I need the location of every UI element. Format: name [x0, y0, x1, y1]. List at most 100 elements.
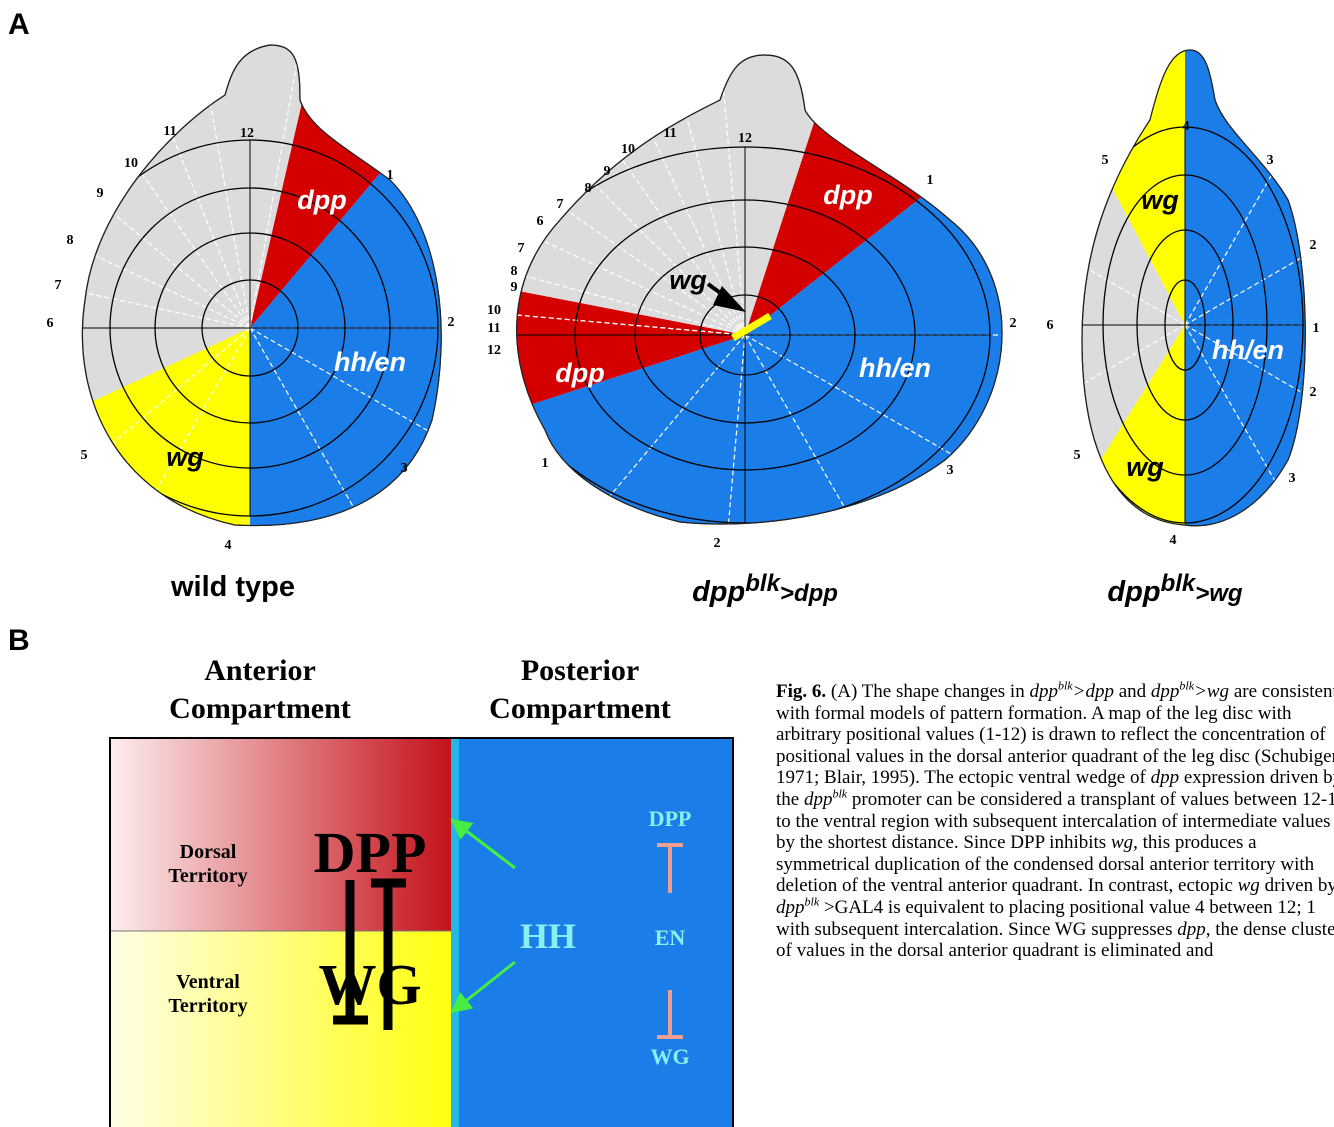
positional-value: 3 — [401, 461, 408, 476]
positional-value: 7 — [557, 197, 564, 212]
positional-value: 5 — [1102, 153, 1109, 168]
territory-label: Dorsal — [180, 841, 237, 863]
positional-value: 5 — [1074, 448, 1081, 463]
positional-value: 2 — [1310, 385, 1317, 400]
compartment-heading: Compartment — [169, 692, 351, 725]
positional-value: 1 — [542, 456, 549, 471]
ap-boundary — [451, 738, 459, 1127]
signal-hh: HH — [520, 916, 576, 956]
positional-value: 4 — [1170, 533, 1177, 548]
positional-value: 6 — [47, 316, 54, 331]
caption-segment: blk — [1058, 679, 1073, 693]
posterior-compartment — [459, 738, 733, 1127]
region-label: wg — [1126, 452, 1164, 482]
positional-value: 6 — [537, 214, 544, 229]
positional-value: 9 — [97, 186, 104, 201]
region-label: hh/en — [859, 353, 931, 383]
caption-rest: >wg — [1195, 580, 1243, 607]
positional-value: 6 — [1047, 318, 1054, 333]
disc-caption: wild type — [170, 571, 295, 603]
compartment-heading: Compartment — [489, 692, 671, 725]
region-label: hh/en — [1212, 335, 1284, 365]
caption-segment: blk — [832, 787, 847, 801]
panel-b: B Anterior Compartment Posterior Compartment… — [8, 624, 733, 1127]
positional-value: 8 — [585, 181, 592, 196]
territory-wedge — [973, 325, 1185, 725]
caption-base: dpp — [692, 576, 745, 608]
positional-value: 8 — [67, 233, 74, 248]
posterior-factor: WG — [650, 1044, 689, 1069]
positional-value: 3 — [1289, 471, 1296, 486]
positional-value: 11 — [487, 321, 500, 336]
caption-segment: wg — [1111, 832, 1133, 853]
caption-segment: dpp — [1151, 681, 1180, 702]
region-label: wg — [669, 265, 707, 295]
caption-segment: dpp — [1177, 919, 1206, 940]
caption-segment: dpp — [1029, 681, 1058, 702]
positional-value: 9 — [604, 164, 611, 179]
positional-value: 1 — [1313, 321, 1320, 336]
positional-value: 2 — [714, 536, 721, 551]
caption-segment: and — [1114, 681, 1151, 702]
positional-value: 1 — [927, 173, 934, 188]
caption-segment: (A) The shape changes in — [826, 681, 1029, 702]
region-label: hh/en — [334, 347, 406, 377]
positional-value: 4 — [225, 538, 232, 553]
positional-value: 12 — [240, 126, 254, 141]
caption-segment: Fig. 6. — [776, 681, 826, 702]
figure-caption: Fig. 6. (A) The shape changes in dppblk>… — [776, 681, 1334, 962]
caption-segment: >wg — [1194, 681, 1229, 702]
positional-value: 2 — [1310, 238, 1317, 253]
caption-segment: wg — [1238, 875, 1260, 896]
compartment-heading: Anterior — [204, 654, 316, 687]
caption-base: dpp — [1107, 576, 1160, 608]
caption-segment: blk — [1179, 679, 1194, 693]
caption-segment: >dpp — [1073, 681, 1114, 702]
posterior-factor: DPP — [649, 806, 692, 831]
positional-value: 3 — [1267, 153, 1274, 168]
caption-segment: dpp — [776, 897, 805, 918]
panel-label: B — [8, 624, 30, 657]
figure-page: A121110198762534dpphh/enwgwild type11121… — [0, 0, 1334, 1127]
region-label: wg — [1141, 185, 1179, 215]
posterior-factor: EN — [655, 925, 686, 950]
factor-dpp: DPP — [314, 820, 427, 885]
positional-value: 3 — [947, 463, 954, 478]
positional-value: 1 — [387, 168, 394, 183]
region-label: wg — [166, 442, 204, 472]
disc-caption: dppblk>dpp — [692, 570, 838, 608]
caption-rest: >dpp — [780, 580, 838, 607]
positional-value: 4 — [1183, 119, 1190, 134]
positional-value: 2 — [448, 315, 455, 330]
disc-caption: dppblk>wg — [1107, 570, 1243, 608]
positional-value: 11 — [163, 124, 176, 139]
caption-superscript: blk — [1161, 570, 1197, 597]
caption-superscript: blk — [745, 570, 781, 597]
caption-segment: dpp — [804, 789, 833, 810]
region-label: dpp — [297, 185, 346, 215]
caption-segment: blk — [805, 895, 820, 909]
compartment-heading: Posterior — [521, 654, 639, 687]
positional-value: 10 — [124, 156, 138, 171]
factor-wg: WG — [318, 952, 421, 1017]
region-label: dpp — [555, 358, 604, 388]
positional-value: 10 — [621, 142, 635, 157]
positional-value: 11 — [663, 126, 676, 141]
territory-label: Territory — [168, 995, 247, 1017]
caption-segment: driven by — [1260, 875, 1334, 896]
positional-value: 7 — [518, 241, 525, 256]
region-label: dpp — [823, 180, 872, 210]
positional-value: 5 — [81, 448, 88, 463]
positional-value: 12 — [487, 343, 501, 358]
positional-value: 8 — [511, 264, 518, 279]
positional-value: 9 — [511, 280, 518, 295]
positional-value: 2 — [1010, 316, 1017, 331]
positional-value: 7 — [55, 278, 62, 293]
caption-segment: dpp — [1151, 767, 1180, 788]
territory-label: Ventral — [176, 971, 240, 993]
positional-value: 10 — [487, 303, 501, 318]
panel-label: A — [8, 8, 30, 41]
territory-label: Territory — [168, 865, 247, 887]
